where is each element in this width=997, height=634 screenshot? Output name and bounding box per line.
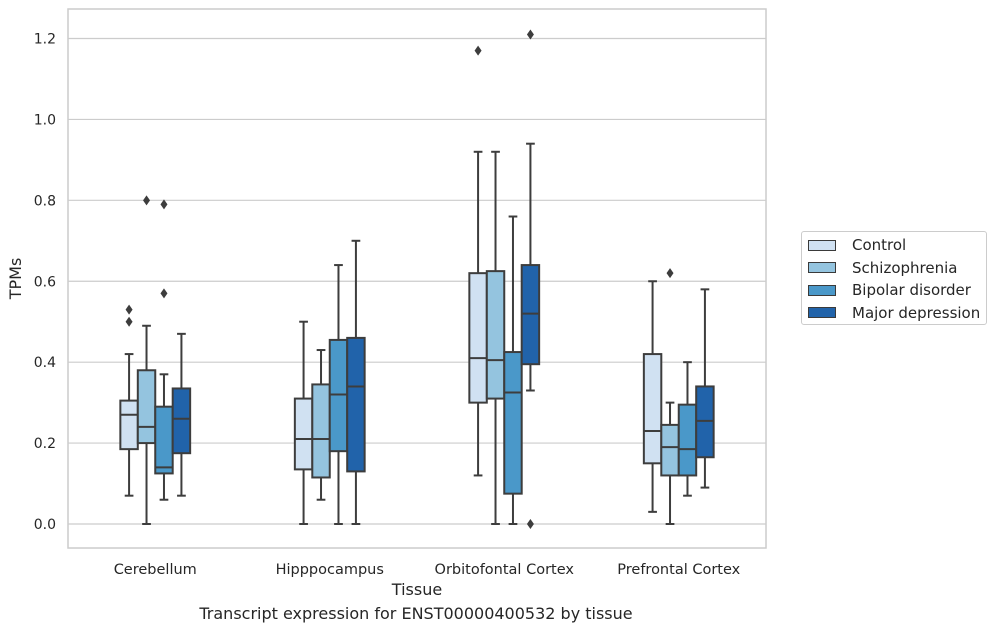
box-iqr xyxy=(468,272,488,404)
outlier-point xyxy=(160,288,168,299)
box-control xyxy=(293,320,314,525)
legend-label: Control xyxy=(852,236,907,254)
box-schizophrenia xyxy=(136,195,157,525)
box-bipolar-disorder xyxy=(154,199,174,501)
y-tick-label: 0.8 xyxy=(34,193,56,209)
box-major-depression xyxy=(695,288,715,489)
box-iqr xyxy=(660,423,680,477)
legend-swatch xyxy=(808,284,836,296)
box-bipolar-disorder xyxy=(677,361,698,497)
box-iqr xyxy=(311,383,331,479)
x-axis-label: Tissue xyxy=(391,580,442,599)
box-control xyxy=(468,45,488,477)
outlier-point xyxy=(526,29,534,40)
legend-item: Control xyxy=(808,235,906,255)
box-iqr xyxy=(346,336,366,473)
box-iqr xyxy=(485,270,506,400)
figure-caption: Transcript expression for ENST0000040053… xyxy=(199,604,633,623)
legend-swatch xyxy=(808,307,836,318)
legend-label: Bipolar disorder xyxy=(852,281,971,299)
box-schizophrenia xyxy=(311,349,331,501)
outlier-point xyxy=(526,519,534,529)
y-tick-label: 1.2 xyxy=(34,32,56,48)
legend-swatch xyxy=(808,262,836,273)
x-tick-label: Hipppocampus xyxy=(276,562,384,578)
box-iqr xyxy=(119,399,139,451)
box-schizophrenia xyxy=(660,268,680,525)
legend-item: Bipolar disorder xyxy=(808,280,971,300)
x-tick-labels: Cerebellum Hipppocampus Orbitofontal Corte… xyxy=(114,562,741,578)
box-major-depression xyxy=(520,29,541,529)
box-control xyxy=(642,280,663,513)
outlier-point xyxy=(143,195,151,206)
box-plots xyxy=(119,29,715,529)
legend-item: Major depression xyxy=(808,303,980,323)
box-iqr xyxy=(677,403,698,477)
outlier-point xyxy=(125,304,133,315)
box-control xyxy=(119,304,139,497)
y-tick-label: 0.4 xyxy=(34,355,56,371)
y-axis-label: TPMs xyxy=(6,258,25,301)
legend-item: Schizophrenia xyxy=(808,258,957,278)
outlier-point xyxy=(666,268,674,279)
y-tick-label: 1.0 xyxy=(34,112,56,128)
box-schizophrenia xyxy=(485,150,506,525)
box-iqr xyxy=(293,397,314,471)
box-iqr xyxy=(136,369,157,445)
plot-frame xyxy=(67,8,767,549)
legend: Control Schizophrenia Bipolar disorder Majo… xyxy=(801,231,987,325)
legend-label: Schizophrenia xyxy=(852,258,958,277)
box-iqr xyxy=(642,353,663,465)
box-major-depression xyxy=(346,239,366,525)
y-tick-labels: 0.0 0.2 0.4 0.6 0.8 1.0 1.2 xyxy=(34,32,56,534)
x-tick-label: Prefrontal Cortex xyxy=(617,562,740,578)
y-tick-label: 0.2 xyxy=(34,436,56,452)
outlier-point xyxy=(474,45,482,56)
box-iqr xyxy=(503,351,523,495)
x-tick-label: Cerebellum xyxy=(114,562,197,578)
outlier-point xyxy=(160,199,168,210)
legend-label: Major depression xyxy=(852,303,981,322)
box-bipolar-disorder xyxy=(503,215,523,525)
y-tick-label: 0.6 xyxy=(34,274,56,290)
outlier-point xyxy=(125,316,133,327)
box-iqr xyxy=(695,385,715,459)
box-iqr xyxy=(171,387,192,455)
box-major-depression xyxy=(171,332,192,497)
box-bipolar-disorder xyxy=(328,264,349,525)
box-iqr xyxy=(328,338,349,453)
box-iqr xyxy=(520,264,541,366)
box-iqr xyxy=(154,405,174,475)
x-tick-label: Orbitofontal Cortex xyxy=(435,562,575,578)
legend-swatch xyxy=(808,239,836,251)
y-tick-label: 0.0 xyxy=(34,517,56,533)
